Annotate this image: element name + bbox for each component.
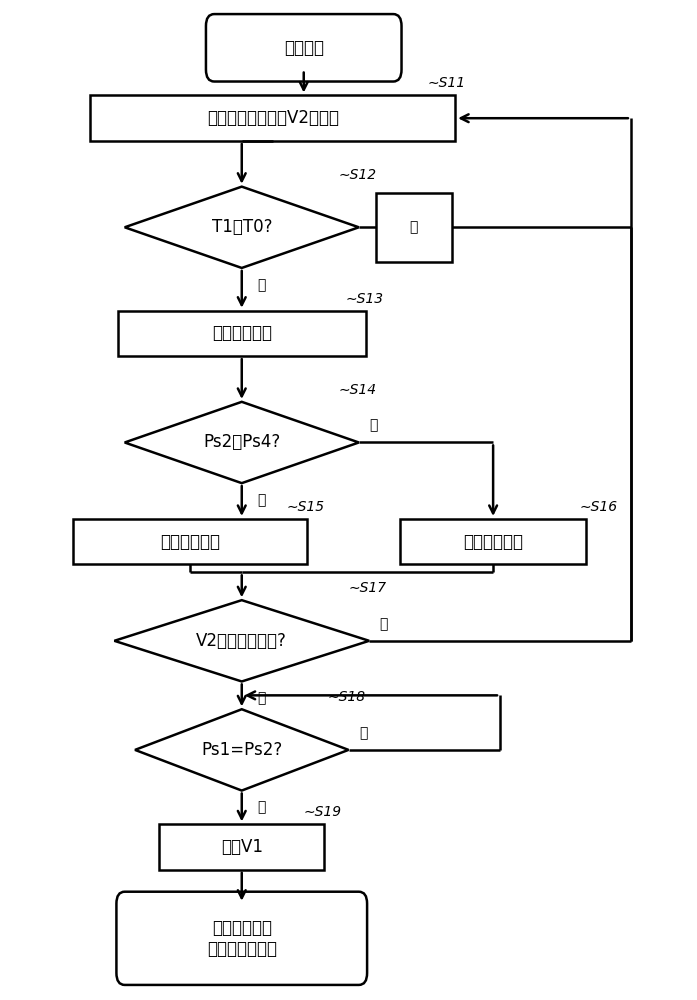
Text: 否: 否 <box>410 220 418 234</box>
Text: 提高泵的转速: 提高泵的转速 <box>212 324 272 342</box>
FancyBboxPatch shape <box>116 892 367 985</box>
Text: V2的开度是最大?: V2的开度是最大? <box>197 632 287 650</box>
Text: ∼S16: ∼S16 <box>579 500 618 514</box>
Text: ∼S17: ∼S17 <box>348 581 387 595</box>
Text: 否: 否 <box>369 419 378 433</box>
Text: ∼S18: ∼S18 <box>328 690 366 704</box>
Bar <box>90 95 455 141</box>
Text: 是: 是 <box>257 278 266 292</box>
Text: ∼S14: ∼S14 <box>338 383 376 397</box>
Bar <box>118 311 366 356</box>
Text: ∼S15: ∼S15 <box>286 500 325 514</box>
Polygon shape <box>125 187 359 268</box>
Text: ∼S11: ∼S11 <box>428 76 466 90</box>
Polygon shape <box>125 402 359 483</box>
Polygon shape <box>135 709 348 791</box>
Polygon shape <box>114 600 369 681</box>
Text: 否: 否 <box>379 617 388 631</box>
FancyBboxPatch shape <box>206 14 401 82</box>
Text: 提高泵的转速: 提高泵的转速 <box>160 533 220 551</box>
Text: 否: 否 <box>359 726 367 740</box>
Bar <box>400 519 586 564</box>
Text: 驱动膨胀机，
向暖机运转转移: 驱动膨胀机， 向暖机运转转移 <box>207 919 277 958</box>
Text: Ps1=Ps2?: Ps1=Ps2? <box>201 741 282 759</box>
Text: T1＞T0?: T1＞T0? <box>211 218 272 236</box>
Bar <box>376 193 452 262</box>
Text: Ps2＞Ps4?: Ps2＞Ps4? <box>203 433 280 451</box>
Text: 是: 是 <box>257 691 266 705</box>
Bar <box>73 519 307 564</box>
Text: ∼S19: ∼S19 <box>304 805 342 819</box>
Text: 是: 是 <box>257 493 266 507</box>
Text: 打开V1: 打开V1 <box>221 838 263 856</box>
Text: ∼S12: ∼S12 <box>338 168 376 182</box>
Text: 降低泵的转速: 降低泵的转速 <box>463 533 523 551</box>
Text: ∼S13: ∼S13 <box>345 292 383 306</box>
Bar <box>159 824 324 870</box>
Text: 运转开始: 运转开始 <box>284 39 323 57</box>
Text: 是: 是 <box>257 800 266 814</box>
Text: 以一定的速度提高V2的开度: 以一定的速度提高V2的开度 <box>207 109 339 127</box>
